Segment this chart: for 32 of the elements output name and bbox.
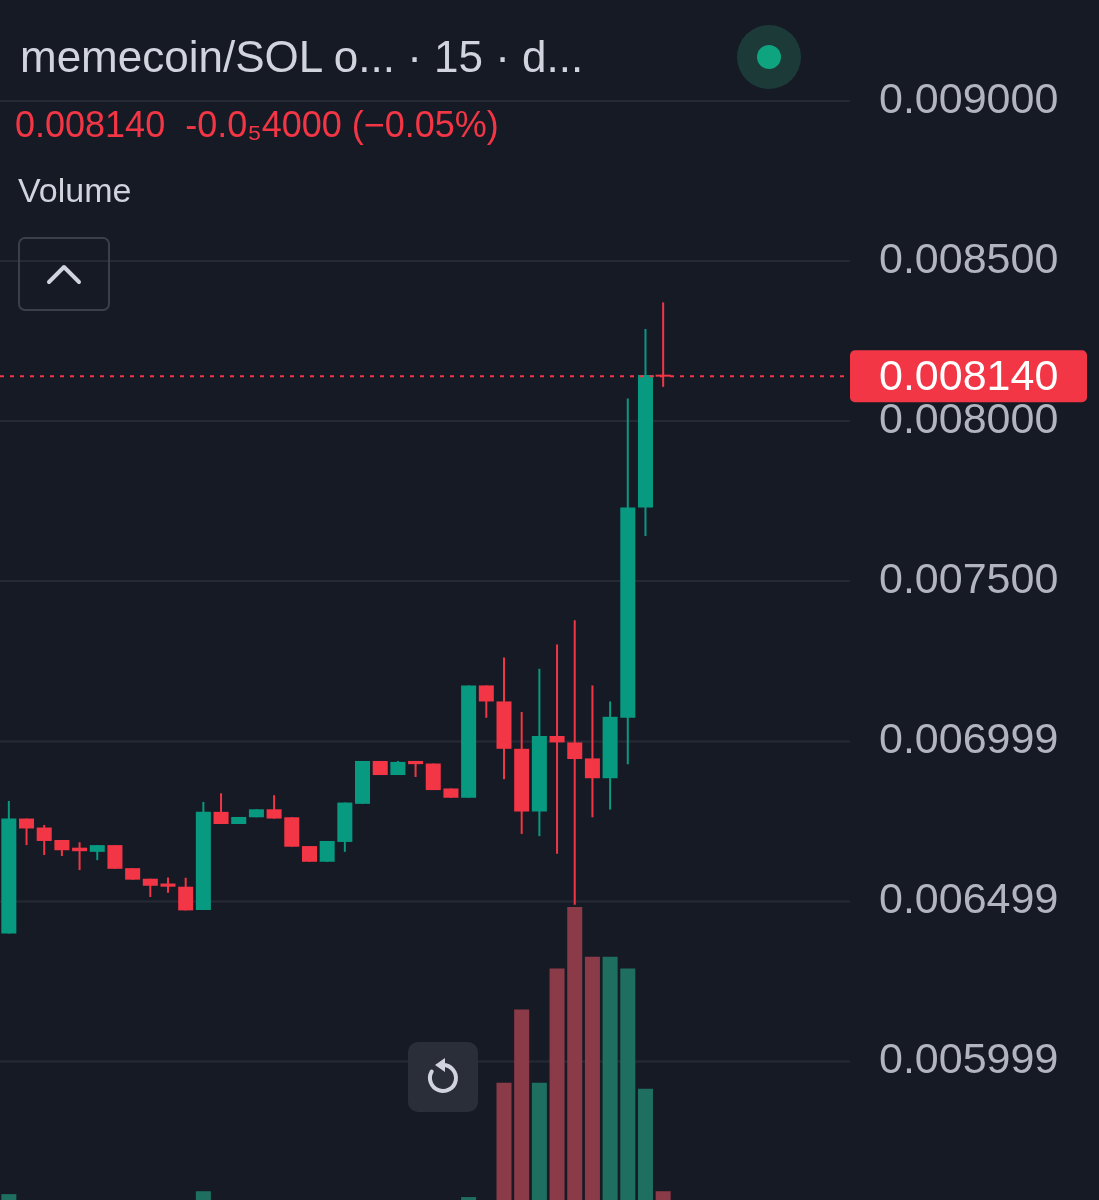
- candlestick: [19, 817, 35, 847]
- candlestick: [36, 823, 52, 857]
- candlestick: [213, 792, 229, 825]
- bar: [584, 956, 600, 1200]
- bar: [620, 968, 636, 1200]
- candlestick: [549, 643, 565, 855]
- bar: [195, 1191, 211, 1200]
- text: memecoin/SOL o... · 15 · d...: [20, 32, 584, 83]
- y-tick-label: 0.009000: [879, 73, 1059, 122]
- y-tick-label: 0.006499: [879, 874, 1059, 923]
- bar: [496, 1082, 512, 1200]
- bar: [531, 1082, 547, 1200]
- bar: [461, 1197, 477, 1200]
- chart-title: Volume: [18, 171, 132, 211]
- candlestick: [107, 844, 123, 870]
- candlestick: [478, 684, 494, 719]
- y-tick-label: 0.007500: [879, 553, 1059, 602]
- bar: [549, 968, 565, 1200]
- bar: [637, 1088, 653, 1200]
- candlestick: [266, 794, 282, 820]
- bar: [655, 1191, 671, 1200]
- bar: [1, 1194, 17, 1200]
- bar: [602, 956, 618, 1200]
- candlestick: [567, 619, 583, 906]
- text: 0.008140 -0.0₅4000 (−0.05%): [15, 104, 499, 146]
- bar: [514, 1009, 530, 1200]
- bar: [567, 907, 583, 1200]
- y-tick-label: 0.006999: [879, 714, 1059, 763]
- candlestick: [584, 684, 600, 819]
- y-tick-label: 0.008500: [879, 233, 1059, 282]
- y-tick-label: 0.005999: [879, 1034, 1059, 1083]
- candlestick: [178, 876, 194, 912]
